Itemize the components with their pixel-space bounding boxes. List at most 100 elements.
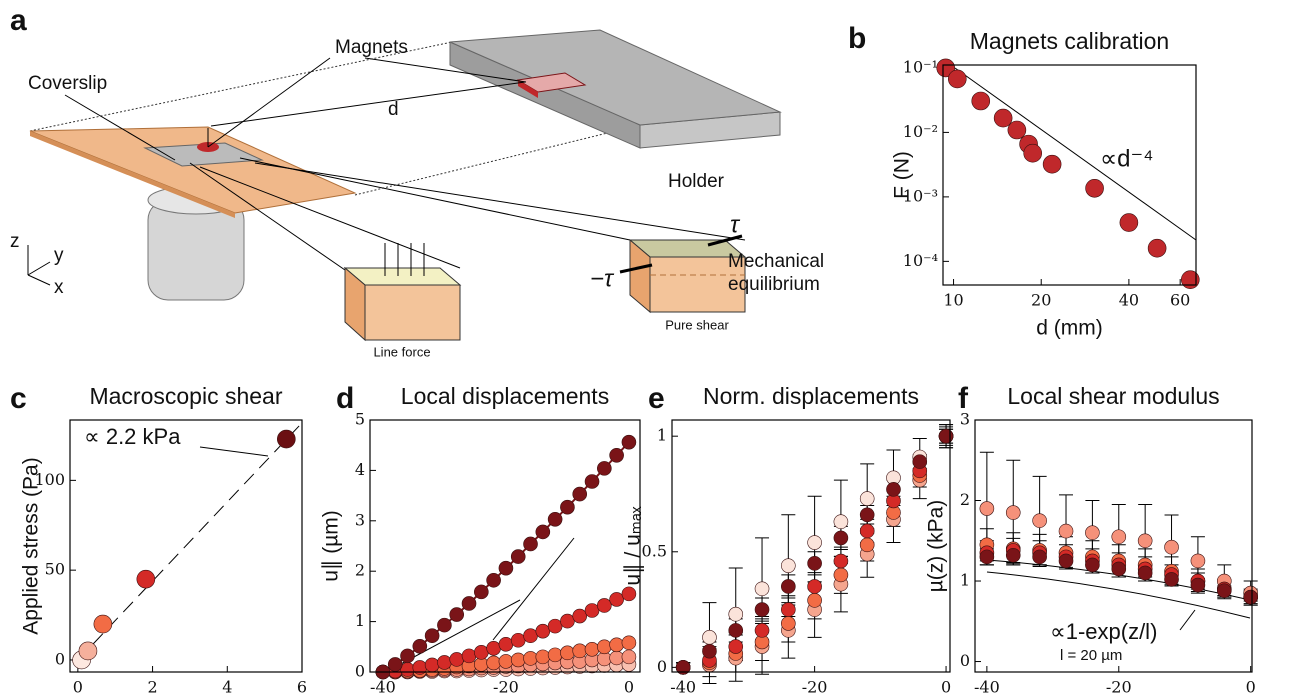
- data-point: [511, 653, 525, 667]
- data-point: [972, 92, 990, 110]
- data-point: [425, 629, 439, 643]
- pointer: [200, 447, 268, 456]
- data-point: [834, 568, 848, 582]
- data-point: [1059, 524, 1073, 538]
- data-point: [499, 654, 513, 668]
- figure: a Magnets Coverslip d Holder z y x Line …: [0, 0, 1291, 698]
- label: −τ: [590, 265, 615, 292]
- data-point: [1244, 590, 1258, 604]
- data-point: [622, 650, 636, 664]
- data-point: [437, 655, 451, 669]
- data-point: [1086, 179, 1104, 197]
- label: z: [10, 231, 20, 252]
- data-point: [548, 648, 562, 662]
- x-axis-label: d (mm): [1036, 317, 1103, 340]
- data-point: [536, 525, 550, 539]
- label: x: [54, 277, 64, 298]
- panel-label: d: [336, 382, 354, 415]
- data-point: [755, 623, 769, 637]
- y-tick-label: 10⁻⁴: [903, 251, 938, 270]
- data-point: [729, 607, 743, 621]
- data-point: [462, 596, 476, 610]
- data-point: [1138, 534, 1152, 548]
- data-point: [573, 644, 587, 658]
- data-point: [913, 455, 927, 469]
- data-point: [597, 598, 611, 612]
- data-point: [401, 649, 415, 663]
- data-point: [462, 649, 476, 663]
- data-point: [437, 618, 451, 632]
- data-point: [487, 573, 501, 587]
- data-point: [413, 639, 427, 653]
- data-point: [450, 652, 464, 666]
- pointer: [1180, 610, 1195, 630]
- y-axis-label: µ(z) (kPa): [925, 500, 948, 593]
- label: d: [388, 99, 399, 120]
- data-point: [834, 515, 848, 529]
- data-point: [548, 619, 562, 633]
- data-point: [834, 554, 848, 568]
- y-tick-label: 2: [355, 561, 365, 580]
- data-point: [1112, 530, 1126, 544]
- data-point: [450, 608, 464, 622]
- fit-line: [955, 68, 1196, 240]
- data-point: [980, 502, 994, 516]
- data-point: [1120, 214, 1138, 232]
- data-point: [1006, 548, 1020, 562]
- panel-label: c: [10, 382, 27, 415]
- data-point: [1059, 554, 1073, 568]
- data-point: [980, 550, 994, 564]
- chart-title: Macroscopic shear: [89, 383, 282, 409]
- data-point: [277, 430, 295, 448]
- data-point: [610, 651, 624, 665]
- data-point: [860, 524, 874, 538]
- chart-title: Norm. displacements: [703, 383, 919, 409]
- x-tick-label: -20: [1106, 678, 1132, 697]
- data-point: [536, 650, 550, 664]
- data-point: [610, 638, 624, 652]
- data-point: [860, 538, 874, 552]
- data-point: [425, 658, 439, 672]
- data-point: [755, 582, 769, 596]
- data-point: [994, 109, 1012, 127]
- annotation: ∝d⁻⁴: [1100, 145, 1153, 172]
- x-tick-label: 20: [1031, 291, 1051, 310]
- data-point: [1006, 506, 1020, 520]
- y-tick-label: 10⁻¹: [903, 57, 938, 76]
- data-point: [560, 614, 574, 628]
- data-point: [597, 461, 611, 475]
- data-point: [755, 603, 769, 617]
- y-tick-label: 50: [45, 560, 65, 579]
- data-point: [622, 587, 636, 601]
- data-point: [585, 642, 599, 656]
- chart-title: Local shear modulus: [1007, 383, 1219, 409]
- data-point: [886, 482, 900, 496]
- label: Line force: [373, 344, 430, 359]
- y-tick-label: 10⁻²: [903, 122, 938, 141]
- data-point: [573, 487, 587, 501]
- data-point: [1085, 558, 1099, 572]
- x-tick-label: -40: [370, 678, 396, 697]
- data-point: [622, 636, 636, 650]
- data-point: [1138, 566, 1152, 580]
- box-front: [365, 285, 460, 340]
- data-point: [511, 550, 525, 564]
- data-point: [702, 630, 716, 644]
- data-point: [781, 616, 795, 630]
- annotation: ∝ 2.2 kPa: [84, 424, 181, 449]
- plot: -40-2000123∝1-exp(z/l)l = 20 µm: [960, 410, 1258, 697]
- data-point: [536, 624, 550, 638]
- plot-frame: [370, 420, 640, 672]
- pointer: [208, 58, 330, 147]
- guide-line: [355, 125, 640, 195]
- data-point: [1033, 550, 1047, 564]
- x-tick-label: 0: [73, 678, 83, 697]
- label: equilibrium: [728, 274, 820, 295]
- data-point: [474, 585, 488, 599]
- y-tick-label: 1: [960, 571, 970, 590]
- y-tick-label: 1: [657, 426, 667, 445]
- data-point: [860, 492, 874, 506]
- axis-x: [28, 275, 50, 285]
- data-point: [487, 641, 501, 655]
